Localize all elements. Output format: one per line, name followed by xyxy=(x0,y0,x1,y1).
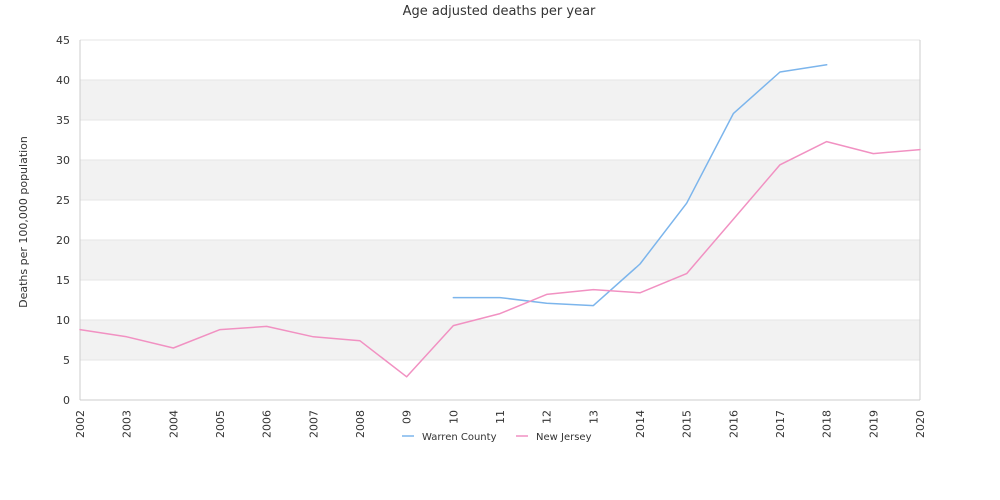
chart-title: Age adjusted deaths per year xyxy=(403,4,596,19)
y-tick-label: 30 xyxy=(56,154,70,167)
x-tick-label: 2015 xyxy=(681,410,694,438)
y-tick-label: 5 xyxy=(63,354,70,367)
x-tick-label: 12 xyxy=(541,410,554,424)
x-tick-label: 2017 xyxy=(774,410,787,438)
y-tick-label: 0 xyxy=(63,394,70,407)
series-line-warren-county[interactable] xyxy=(452,64,828,307)
legend-item-warren-county[interactable]: Warren County xyxy=(402,432,497,443)
y-tick-label: 45 xyxy=(56,34,70,47)
grid-band xyxy=(80,320,920,360)
series-line-new-jersey[interactable] xyxy=(79,140,921,378)
gridlines xyxy=(80,39,920,401)
y-tick-label: 20 xyxy=(56,234,70,247)
x-tick-label: 2019 xyxy=(867,410,880,438)
legend-label: New Jersey xyxy=(536,432,592,443)
x-tick-label: 2006 xyxy=(261,410,274,438)
x-tick-label: 2002 xyxy=(74,410,87,438)
y-tick-label: 10 xyxy=(56,314,70,327)
y-tick-label: 40 xyxy=(56,74,70,87)
series-layer xyxy=(79,64,921,378)
grid-band xyxy=(80,80,920,120)
grid-band xyxy=(80,160,920,200)
y-tick-labels: 0 5 10 15 20 25 30 35 40 45 xyxy=(56,34,70,407)
x-tick-label: 2018 xyxy=(821,410,834,438)
y-tick-label: 15 xyxy=(56,274,70,287)
x-tick-label: 2004 xyxy=(167,410,180,438)
y-axis-title: Deaths per 100,000 population xyxy=(17,136,30,308)
grid-bands xyxy=(80,80,920,360)
legend-item-new-jersey[interactable]: New Jersey xyxy=(516,432,592,443)
legend-label: Warren County xyxy=(422,432,497,443)
x-tick-label: 10 xyxy=(447,410,460,424)
x-tick-label: 2005 xyxy=(214,410,227,438)
x-tick-label: 11 xyxy=(494,410,507,424)
x-tick-label: 2014 xyxy=(634,410,647,438)
x-tick-label: 13 xyxy=(587,410,600,424)
y-tick-label: 25 xyxy=(56,194,70,207)
legend: Warren County New Jersey xyxy=(402,432,592,443)
x-tick-label: 2008 xyxy=(354,410,367,438)
x-tick-label: 2016 xyxy=(727,410,740,438)
x-tick-label: 09 xyxy=(401,410,414,424)
axes xyxy=(79,40,921,401)
x-tick-label: 2007 xyxy=(307,410,320,438)
grid-band xyxy=(80,240,920,280)
x-tick-label: 2020 xyxy=(914,410,927,438)
x-tick-label: 2003 xyxy=(121,410,134,438)
x-tick-labels: 2002 2003 2004 2005 2006 2007 2008 09 10 11 12 13 20… xyxy=(74,410,927,438)
y-tick-label: 35 xyxy=(56,114,70,127)
